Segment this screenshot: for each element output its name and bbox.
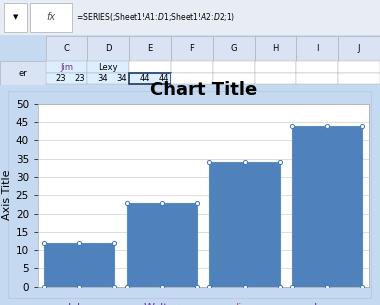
Text: 23: 23: [75, 74, 86, 83]
Text: Jim: Jim: [236, 303, 253, 305]
Text: 23: 23: [56, 74, 66, 83]
Bar: [0, 0, 380, 34]
Text: er: er: [18, 69, 27, 78]
Bar: [209, 162, 280, 287]
Bar: [255, 36, 296, 62]
Text: · · · ·: · · · ·: [184, 84, 196, 89]
Bar: [87, 36, 129, 62]
Bar: [338, 73, 380, 84]
Bar: [213, 73, 255, 84]
Bar: [30, 3, 72, 32]
Bar: [296, 62, 338, 73]
Bar: [127, 203, 197, 287]
Text: C: C: [63, 44, 70, 53]
Bar: [129, 73, 171, 84]
Bar: [4, 3, 27, 32]
Text: fx: fx: [47, 12, 56, 22]
Text: =SERIES(;Sheet1!$A$1:$D$1;Sheet1!$A$2:$D$2;1): =SERIES(;Sheet1!$A$1:$D$1;Sheet1!$A$2:$D…: [76, 11, 235, 23]
Text: F: F: [190, 44, 194, 53]
Text: 44: 44: [139, 74, 150, 83]
Text: E: E: [147, 44, 153, 53]
Bar: [129, 62, 171, 73]
Bar: [46, 73, 87, 84]
Text: ▼: ▼: [13, 14, 18, 20]
Text: Jim: Jim: [60, 63, 73, 72]
Bar: [296, 36, 338, 62]
Text: Lexy: Lexy: [98, 63, 118, 72]
Text: 34: 34: [117, 74, 127, 83]
Text: Lexy: Lexy: [314, 303, 340, 305]
Title: Chart Title: Chart Title: [150, 81, 257, 99]
Y-axis label: Axis Title: Axis Title: [2, 170, 11, 221]
Bar: [296, 73, 338, 84]
Bar: [255, 73, 296, 84]
Bar: [213, 62, 255, 73]
Text: John: John: [67, 303, 92, 305]
Bar: [171, 73, 213, 84]
Text: Walter: Walter: [144, 303, 180, 305]
Text: 34: 34: [98, 74, 108, 83]
Bar: [338, 36, 380, 62]
Bar: [292, 126, 363, 287]
Bar: [171, 36, 213, 62]
Text: I: I: [316, 44, 318, 53]
Bar: [87, 62, 129, 73]
Bar: [338, 62, 380, 73]
Text: 44: 44: [158, 74, 169, 83]
Bar: [0, 62, 46, 85]
Text: D: D: [105, 44, 112, 53]
Text: H: H: [272, 44, 279, 53]
Bar: [46, 62, 87, 73]
Bar: [44, 243, 114, 287]
Bar: [46, 36, 87, 62]
Bar: [213, 36, 255, 62]
Bar: [171, 62, 213, 73]
Text: G: G: [230, 44, 237, 53]
Bar: [129, 36, 171, 62]
Text: J: J: [358, 44, 360, 53]
Bar: [87, 73, 129, 84]
Bar: [255, 62, 296, 73]
